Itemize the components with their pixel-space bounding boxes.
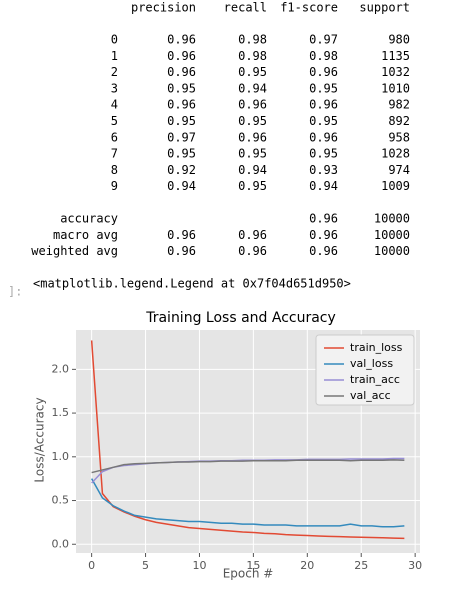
report-cell: 0.96 (309, 228, 338, 242)
report-cell: 0.92 (167, 163, 196, 177)
legend-box (315, 334, 415, 406)
legend-label: train_loss (350, 341, 403, 354)
y-tick-label: 1.5 (52, 406, 70, 419)
report-cell: 0.94 (167, 179, 196, 193)
report-cell: 0.95 (238, 147, 267, 161)
report-cell: 0.95 (309, 114, 338, 128)
report-cell: 0.98 (238, 49, 267, 63)
output-text: <matplotlib.legend.Legend at 0x7f04d651d… (33, 277, 351, 291)
x-tick-label: 25 (354, 559, 368, 572)
report-cell: 0.94 (238, 163, 267, 177)
report-cell: 0.96 (238, 228, 267, 242)
line-series (90, 340, 405, 540)
report-row-label: 1 (111, 49, 118, 63)
report-cell: 0.96 (238, 130, 267, 144)
chart-title: Training Loss and Accuracy (145, 310, 336, 326)
report-header: recall (224, 1, 267, 15)
y-tick-label: 0.5 (52, 494, 70, 507)
line-series (90, 478, 405, 528)
x-tick-label: 0 (88, 559, 95, 572)
report-cell: 0.96 (309, 98, 338, 112)
x-tick-label: 20 (300, 559, 314, 572)
report-cell: 0.96 (309, 212, 338, 226)
report-cell: 1135 (381, 49, 410, 63)
report-cell: 0.96 (309, 244, 338, 258)
report-cell: 0.94 (309, 179, 338, 193)
report-row-label: 9 (111, 179, 118, 193)
report-cell: 892 (388, 114, 410, 128)
report-cell: 0.95 (309, 81, 338, 95)
report-cell: 0.95 (238, 179, 267, 193)
legend-label: train_acc (350, 373, 400, 386)
report-cell: 1032 (381, 65, 410, 79)
report-row-label: 8 (111, 163, 118, 177)
report-row-label: 0 (111, 33, 118, 47)
report-cell: 10000 (374, 244, 410, 258)
x-tick-label: 5 (142, 559, 149, 572)
report-row-label: 7 (111, 147, 118, 161)
y-tick-label: 2.0 (52, 362, 70, 375)
report-cell: 0.97 (167, 130, 196, 144)
report-cell: 0.96 (167, 244, 196, 258)
report-header: f1-score (280, 1, 338, 15)
y-axis-label: Loss/Accuracy (33, 397, 47, 482)
report-cell: 0.96 (167, 49, 196, 63)
report-cell: 1009 (381, 179, 410, 193)
report-cell: 0.97 (309, 33, 338, 47)
output-prompt: ]: (8, 285, 22, 299)
report-cell: 0.95 (167, 81, 196, 95)
x-tick-label: 30 (408, 559, 422, 572)
report-row-label: 3 (111, 81, 118, 95)
report-cell: 974 (388, 163, 410, 177)
report-cell: 0.95 (167, 147, 196, 161)
report-row-label: 4 (111, 98, 118, 112)
report-cell: 0.95 (238, 65, 267, 79)
y-tick-label: 0.0 (52, 537, 70, 550)
report-cell: 0.95 (167, 114, 196, 128)
report-row-label: 5 (111, 114, 118, 128)
report-cell: 10000 (374, 212, 410, 226)
report-cell: 0.96 (167, 228, 196, 242)
x-axis-label: Epoch # (223, 567, 274, 581)
report-row-label: macro avg (53, 228, 118, 242)
x-tick-label: 10 (192, 559, 206, 572)
report-cell: 982 (388, 98, 410, 112)
x-tick-label: 15 (246, 559, 260, 572)
legend-label: val_loss (350, 357, 393, 370)
report-cell: 0.93 (309, 163, 338, 177)
report-cell: 958 (388, 130, 410, 144)
report-cell: 0.96 (167, 65, 196, 79)
line-series (91, 459, 405, 474)
report-cell: 0.98 (238, 33, 267, 47)
legend-label: val_acc (350, 389, 391, 402)
report-cell: 1028 (381, 147, 410, 161)
report-cell: 0.95 (309, 147, 338, 161)
report-row-label: weighted avg (31, 244, 118, 258)
y-tick-label: 1.0 (52, 450, 70, 463)
report-cell: 0.98 (309, 49, 338, 63)
report-row-label: 6 (111, 130, 118, 144)
report-header: precision (131, 1, 196, 15)
report-cell: 980 (388, 33, 410, 47)
report-header: support (359, 1, 410, 15)
report-cell: 0.96 (309, 65, 338, 79)
report-row-label: 2 (111, 65, 118, 79)
report-cell: 0.96 (167, 33, 196, 47)
report-cell: 0.96 (238, 244, 267, 258)
report-cell: 0.94 (238, 81, 267, 95)
report-cell: 0.95 (238, 114, 267, 128)
report-cell: 10000 (374, 228, 410, 242)
report-cell: 0.96 (167, 98, 196, 112)
report-cell: 1010 (381, 81, 410, 95)
report-cell: 0.96 (309, 130, 338, 144)
report-cell: 0.96 (238, 98, 267, 112)
report-row-label: accuracy (60, 212, 118, 226)
